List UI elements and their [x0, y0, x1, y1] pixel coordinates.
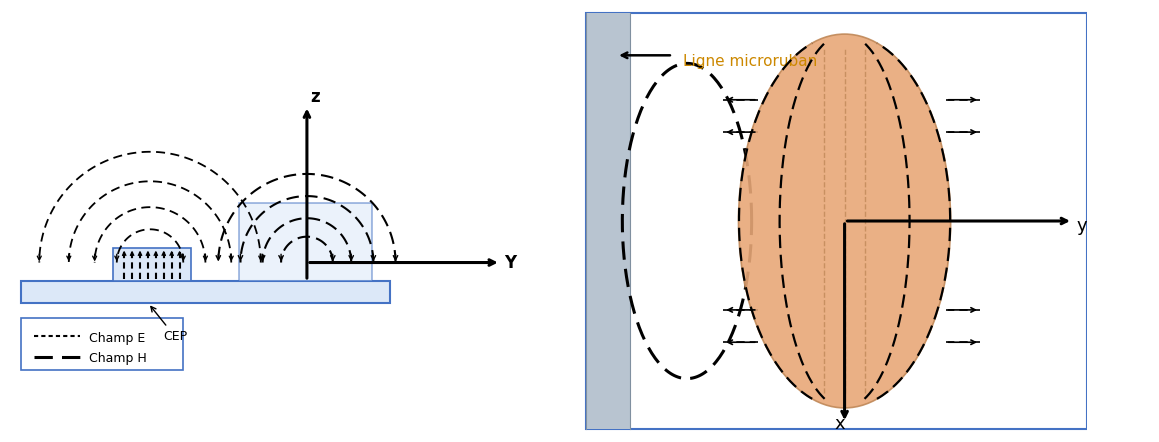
- Text: Y: Y: [504, 254, 517, 272]
- FancyBboxPatch shape: [114, 248, 190, 281]
- Text: Ligne microruban: Ligne microruban: [683, 54, 817, 69]
- Text: x: x: [834, 415, 845, 433]
- FancyBboxPatch shape: [586, 13, 1087, 429]
- Text: Champ H: Champ H: [89, 352, 147, 365]
- FancyBboxPatch shape: [21, 281, 389, 303]
- Text: y: y: [1077, 217, 1087, 235]
- Text: z: z: [311, 88, 320, 106]
- FancyBboxPatch shape: [21, 318, 183, 370]
- Text: Champ E: Champ E: [89, 332, 145, 345]
- FancyBboxPatch shape: [586, 13, 630, 429]
- Text: CEP: CEP: [151, 306, 187, 343]
- Ellipse shape: [738, 34, 950, 408]
- FancyBboxPatch shape: [239, 203, 372, 281]
